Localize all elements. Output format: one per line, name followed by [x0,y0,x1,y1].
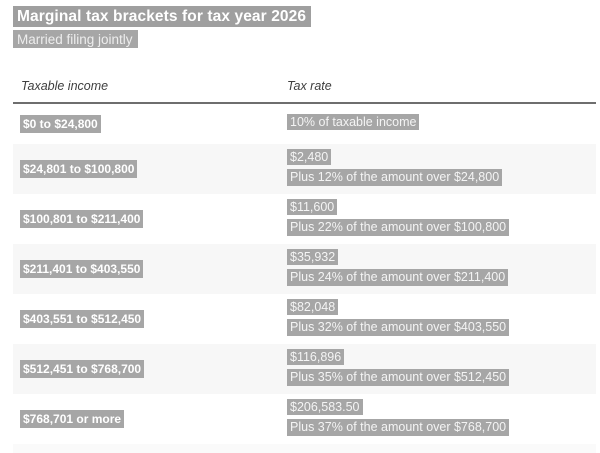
tax-bracket-table: Taxable income Tax rate $0 to $24,800 10… [13,79,596,453]
rate-cell: $116,896 Plus 35% of the amount over $51… [287,348,596,390]
rate-cell: $2,480 Plus 12% of the amount over $24,8… [287,148,596,190]
table-row: $768,701 or more $206,583.50 Plus 37% of… [13,394,596,444]
rate-marginal-text: Plus 24% of the amount over $211,400 [287,269,509,286]
rate-base-amount: $35,932 [287,248,339,265]
income-cell: $0 to $24,800 [13,114,287,134]
table-row: $0 to $24,800 10% of taxable income [13,104,596,144]
rate-marginal-text: Plus 35% of the amount over $512,450 [287,369,510,386]
table-row: $100,801 to $211,400 $11,600 Plus 22% of… [13,194,596,244]
income-cell: $768,701 or more [13,409,287,429]
rate-marginal-text: Plus 32% of the amount over $403,550 [287,319,510,336]
income-cell: $211,401 to $403,550 [13,259,287,279]
rate-base-amount: $206,583.50 [287,398,363,415]
income-range: $403,551 to $512,450 [20,309,145,329]
rate-marginal-text: Plus 22% of the amount over $100,800 [287,219,510,236]
income-range: $0 to $24,800 [20,114,101,134]
income-range: $768,701 or more [20,409,125,429]
rate-cell: $11,600 Plus 22% of the amount over $100… [287,198,596,240]
column-header-taxable-income: Taxable income [21,79,109,93]
table-row: $512,451 to $768,700 $116,896 Plus 35% o… [13,344,596,394]
page-title: Marginal tax brackets for tax year 2026 [13,6,312,27]
income-cell: $24,801 to $100,800 [13,159,287,179]
rate-base-amount: $82,048 [287,298,339,315]
income-range: $24,801 to $100,800 [20,159,138,179]
table-row: $211,401 to $403,550 $35,932 Plus 24% of… [13,244,596,294]
page-subtitle-line: Married filing jointly [13,30,596,49]
page-subtitle: Married filing jointly [13,30,138,48]
table-header-row: Taxable income Tax rate [13,79,596,104]
income-cell: $512,451 to $768,700 [13,359,287,379]
income-range: $100,801 to $211,400 [20,209,144,229]
rate-text: 10% of taxable income [287,113,420,131]
page-title-line: Marginal tax brackets for tax year 2026 [13,6,596,27]
rate-marginal-text: Plus 12% of the amount over $24,800 [287,169,503,186]
rate-cell: 10% of taxable income [287,113,596,135]
column-header-tax-rate: Tax rate [287,79,332,93]
rate-base-amount: $11,600 [287,198,338,215]
income-range: $211,401 to $403,550 [20,259,144,279]
table-row: $24,801 to $100,800 $2,480 Plus 12% of t… [13,144,596,194]
income-cell: $403,551 to $512,450 [13,309,287,329]
table-row: $403,551 to $512,450 $82,048 Plus 32% of… [13,294,596,344]
income-cell: $100,801 to $211,400 [13,209,287,229]
income-range: $512,451 to $768,700 [20,359,145,379]
rate-cell: $35,932 Plus 24% of the amount over $211… [287,248,596,290]
rate-cell: $206,583.50 Plus 37% of the amount over … [287,398,596,440]
rate-cell: $82,048 Plus 32% of the amount over $403… [287,298,596,340]
rate-base-amount: $116,896 [287,348,345,365]
rate-base-amount: $2,480 [287,148,332,165]
rate-marginal-text: Plus 37% of the amount over $768,700 [287,419,510,436]
